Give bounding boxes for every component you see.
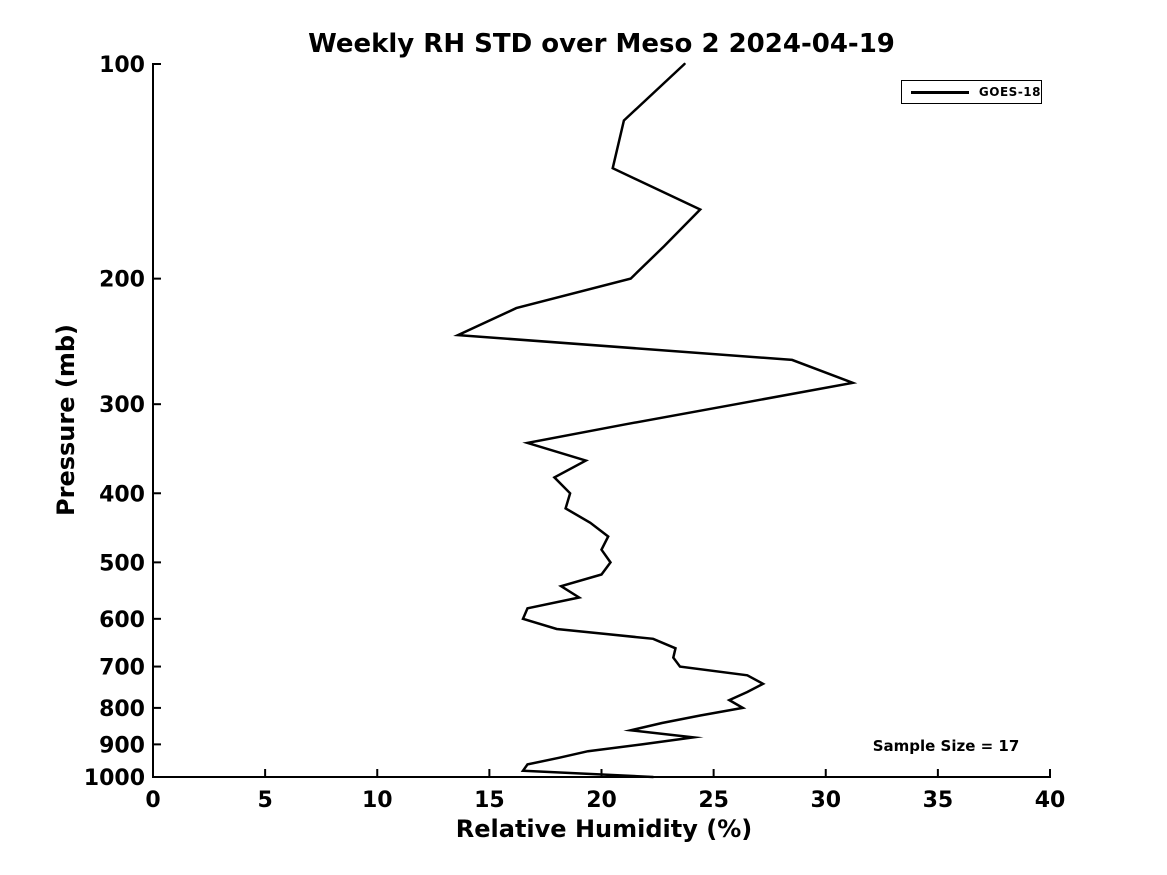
legend-line-sample xyxy=(911,90,969,94)
legend-label: GOES-18 xyxy=(978,85,1041,99)
x-tick-label: 10 xyxy=(362,788,393,813)
x-tick-label: 40 xyxy=(1035,788,1066,813)
y-tick-label: 400 xyxy=(99,482,145,507)
y-axis-label: Pressure (mb) xyxy=(52,324,80,516)
sample-size-annotation: Sample Size = 17 xyxy=(872,737,1020,755)
y-tick-label: 200 xyxy=(99,268,145,293)
x-tick-label: 25 xyxy=(698,788,729,813)
x-axis-label: Relative Humidity (%) xyxy=(455,815,753,843)
y-tick-label: 1000 xyxy=(84,766,145,791)
x-tick-label: 0 xyxy=(145,788,160,813)
y-tick-label: 500 xyxy=(99,551,145,576)
x-tick-label: 20 xyxy=(586,788,617,813)
x-tick-label: 15 xyxy=(474,788,505,813)
y-tick-label: 300 xyxy=(99,393,145,418)
y-tick-label: 600 xyxy=(99,608,145,633)
y-tick-label: 900 xyxy=(99,733,145,758)
chart-title: Weekly RH STD over Meso 2 2024-04-19 xyxy=(308,29,895,59)
y-tick-label: 800 xyxy=(99,697,145,722)
y-tick-label: 100 xyxy=(99,53,145,78)
x-tick-label: 35 xyxy=(923,788,954,813)
y-tick-label: 700 xyxy=(99,656,145,681)
x-tick-label: 5 xyxy=(257,788,272,813)
rh-profile-line xyxy=(453,62,858,779)
x-tick-label: 30 xyxy=(810,788,841,813)
legend: GOES-18 xyxy=(901,80,1042,104)
